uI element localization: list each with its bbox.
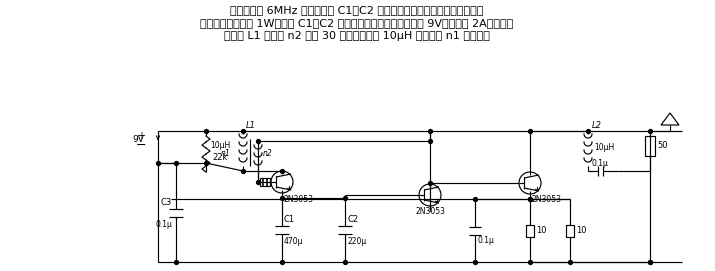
Polygon shape — [661, 113, 679, 125]
Text: 50: 50 — [657, 141, 668, 150]
Text: L1: L1 — [246, 121, 256, 131]
Text: 线，其发射功率约 1W。改变 C1、C2 可以改变频率。电路电源电压 9V，电流约 2A。电感耦: 线，其发射功率约 1W。改变 C1、C2 可以改变频率。电路电源电压 9V，电流… — [200, 18, 513, 28]
Text: 0.1μ: 0.1μ — [155, 220, 172, 229]
Text: 220μ: 220μ — [347, 237, 366, 247]
Text: 2N3053: 2N3053 — [284, 195, 314, 204]
Text: C3: C3 — [161, 198, 172, 207]
Text: 9V: 9V — [132, 136, 144, 144]
Text: 0.1μ: 0.1μ — [591, 159, 608, 167]
Text: 10: 10 — [536, 226, 546, 235]
Text: +: + — [137, 131, 145, 141]
Text: 振荡电路由 6MHz 晶体和电容 C1、C2 构成，并经晶体管放大耦合输出至天: 振荡电路由 6MHz 晶体和电容 C1、C2 构成，并经晶体管放大耦合输出至天 — [230, 5, 483, 15]
Text: 470μ: 470μ — [284, 237, 303, 247]
Text: 10: 10 — [576, 226, 586, 235]
Text: 合线圈 L1 的次级 n2 可用 30 号漆包线绕在 10μH 初级线圈 n1 的中部。: 合线圈 L1 的次级 n2 可用 30 号漆包线绕在 10μH 初级线圈 n1 … — [224, 31, 490, 41]
Text: L2: L2 — [592, 121, 602, 131]
Text: 10μH: 10μH — [594, 143, 614, 151]
Text: n1: n1 — [220, 150, 230, 159]
Text: C2: C2 — [347, 215, 358, 224]
Text: 22k: 22k — [212, 153, 227, 162]
Text: −: − — [136, 138, 147, 151]
Text: 0.1μ: 0.1μ — [477, 236, 494, 245]
Text: n2: n2 — [263, 149, 272, 157]
Text: 10μH: 10μH — [209, 140, 230, 150]
Text: 2N3053: 2N3053 — [532, 195, 562, 204]
Text: 2N3053: 2N3053 — [415, 208, 445, 217]
Text: C1: C1 — [284, 215, 295, 224]
